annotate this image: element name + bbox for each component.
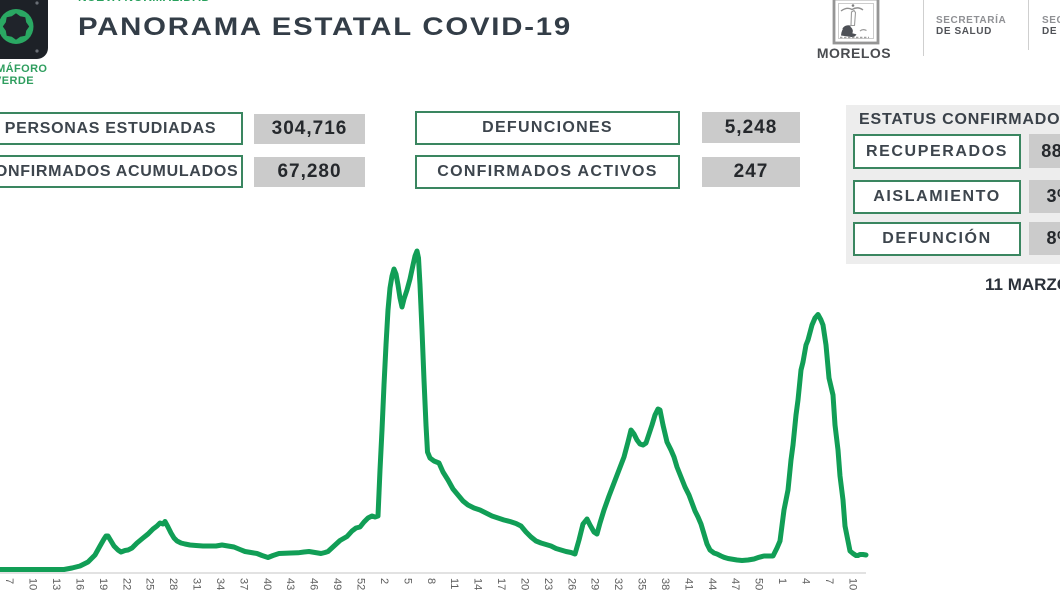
svg-text:37: 37 bbox=[237, 578, 249, 590]
svg-text:34: 34 bbox=[214, 578, 226, 590]
svg-text:32: 32 bbox=[612, 578, 624, 590]
svg-text:5: 5 bbox=[401, 578, 413, 584]
svg-text:14: 14 bbox=[472, 578, 484, 590]
svg-text:1: 1 bbox=[776, 578, 788, 584]
svg-text:28: 28 bbox=[167, 578, 179, 590]
svg-text:4: 4 bbox=[800, 578, 812, 584]
svg-text:35: 35 bbox=[636, 578, 648, 590]
svg-text:20: 20 bbox=[518, 578, 530, 590]
svg-text:22: 22 bbox=[120, 578, 132, 590]
svg-text:7: 7 bbox=[823, 578, 835, 584]
svg-text:25: 25 bbox=[144, 578, 156, 590]
svg-text:50: 50 bbox=[753, 578, 765, 590]
svg-text:11: 11 bbox=[448, 578, 460, 589]
svg-text:38: 38 bbox=[659, 578, 671, 590]
svg-text:31: 31 bbox=[191, 578, 203, 590]
svg-text:2: 2 bbox=[378, 578, 390, 584]
svg-text:52: 52 bbox=[355, 578, 367, 590]
svg-text:47: 47 bbox=[729, 578, 741, 590]
svg-text:46: 46 bbox=[308, 578, 320, 590]
svg-text:8: 8 bbox=[425, 578, 437, 584]
svg-text:16: 16 bbox=[74, 578, 86, 590]
svg-text:49: 49 bbox=[331, 578, 343, 590]
svg-text:43: 43 bbox=[284, 578, 296, 590]
svg-text:29: 29 bbox=[589, 578, 601, 590]
svg-text:7: 7 bbox=[3, 578, 15, 584]
svg-text:10: 10 bbox=[27, 578, 39, 590]
svg-text:41: 41 bbox=[682, 578, 694, 590]
svg-text:10: 10 bbox=[846, 578, 858, 590]
svg-text:17: 17 bbox=[495, 578, 507, 590]
svg-text:40: 40 bbox=[261, 578, 273, 590]
svg-text:19: 19 bbox=[97, 578, 109, 590]
svg-text:44: 44 bbox=[706, 578, 718, 590]
svg-text:23: 23 bbox=[542, 578, 554, 590]
svg-text:13: 13 bbox=[50, 578, 62, 590]
svg-text:26: 26 bbox=[565, 578, 577, 590]
